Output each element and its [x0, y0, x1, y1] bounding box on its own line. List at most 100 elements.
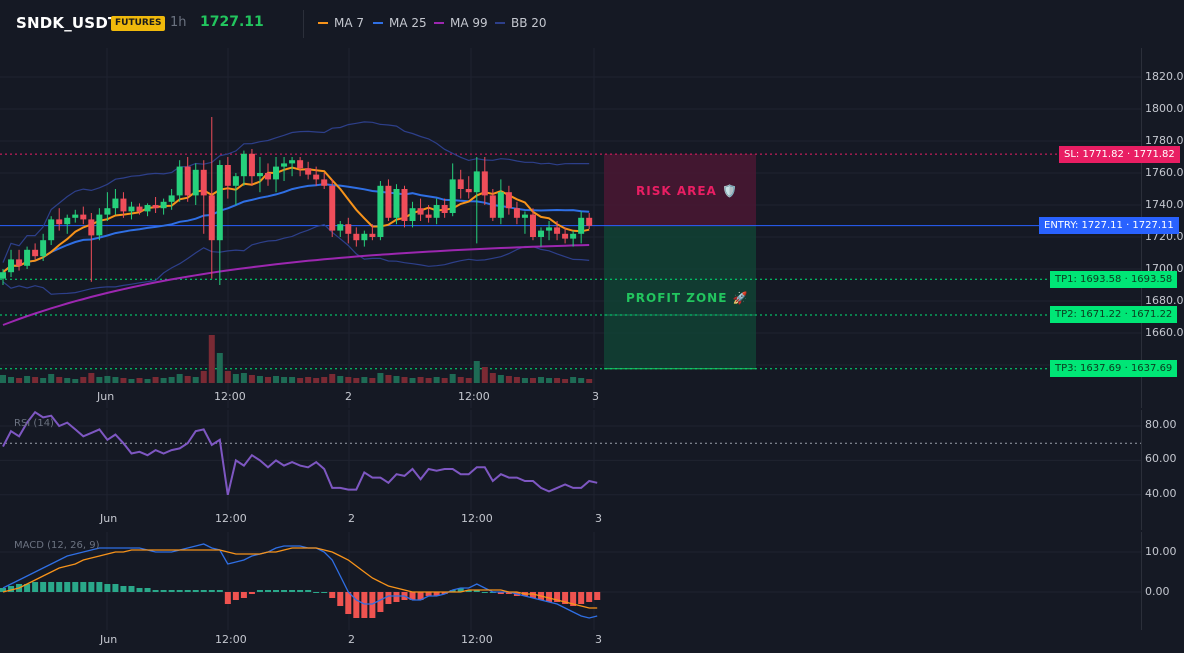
volume-bar: [56, 377, 63, 383]
macd-histogram-bar: [232, 592, 239, 600]
candle-body: [505, 192, 512, 209]
macd-histogram-bar: [505, 592, 512, 594]
macd-histogram-bar: [465, 590, 472, 592]
volume-bar: [160, 378, 167, 383]
timeframe-label[interactable]: 1h: [170, 15, 187, 30]
time-tick: 12:00: [215, 633, 247, 646]
macd-line: [2, 543, 598, 619]
macd-histogram-bar: [40, 582, 47, 592]
macd-histogram-bar: [224, 592, 231, 604]
volume-bar: [570, 377, 577, 383]
legend-ma99[interactable]: MA 99: [434, 16, 488, 30]
volume-bar: [337, 376, 344, 383]
volume-bar: [305, 377, 312, 383]
candle-body: [24, 249, 31, 266]
macd-histogram-bar: [0, 588, 6, 592]
time-tick: 2: [348, 512, 355, 525]
candle-body: [216, 165, 223, 241]
candle-body: [32, 249, 39, 257]
candle-body: [96, 214, 103, 236]
legend-ma7[interactable]: MA 7: [318, 16, 364, 30]
macd-histogram-bar: [281, 590, 288, 592]
entry-tag[interactable]: ENTRY: 1727.11 · 1727.11: [1039, 217, 1179, 234]
candle-body: [240, 153, 247, 177]
rsi-chart[interactable]: [0, 410, 1141, 510]
candle-body: [353, 233, 360, 241]
volume-bar: [96, 377, 103, 383]
volume-bar: [377, 373, 384, 383]
candle-body: [176, 166, 183, 196]
volume-bar: [248, 375, 255, 383]
candle-body: [457, 179, 464, 189]
price-chart[interactable]: [0, 48, 1141, 408]
volume-bar: [64, 378, 71, 383]
candle-body: [192, 169, 199, 196]
macd-histogram-bar: [273, 590, 280, 592]
candle-body: [377, 185, 384, 237]
macd-histogram-bar: [192, 590, 199, 592]
volume-bar: [546, 378, 553, 383]
candle-body: [144, 205, 151, 212]
volume-bar: [0, 375, 6, 383]
candle-body: [297, 160, 304, 169]
macd-histogram-bar: [473, 590, 480, 592]
volume-bar: [40, 378, 47, 383]
macd-histogram-bar: [433, 592, 440, 596]
price-tick: 1660.00: [1145, 326, 1184, 339]
candle-body: [64, 217, 71, 225]
tp3-tag[interactable]: TP3: 1637.69 · 1637.69: [1050, 360, 1178, 377]
macd-axis[interactable]: [1141, 532, 1184, 630]
macd-histogram-bar: [305, 590, 312, 592]
macd-histogram-bar: [160, 590, 167, 592]
price-tick: 1780.00: [1145, 134, 1184, 147]
candle-body: [48, 219, 55, 241]
symbol-name[interactable]: SNDK_USDT: [16, 14, 119, 32]
macd-histogram-bar: [112, 584, 119, 592]
macd-histogram-bar: [361, 592, 368, 618]
macd-histogram-bar: [168, 590, 175, 592]
candle-body: [200, 169, 207, 196]
bollinger-lower: [2, 223, 590, 295]
macd-histogram-bar: [481, 592, 488, 593]
tp2-tag[interactable]: TP2: 1671.22 · 1671.22: [1050, 306, 1178, 323]
macd-histogram-bar: [337, 592, 344, 606]
macd-histogram-bar: [152, 590, 159, 592]
candle-body: [586, 217, 593, 226]
macd-histogram-bar: [377, 592, 384, 612]
macd-chart[interactable]: [0, 532, 1141, 630]
stop-loss-tag[interactable]: SL: 1771.82 · 1771.82: [1059, 146, 1180, 163]
macd-histogram-bar: [176, 590, 183, 592]
macd-histogram-bar: [594, 592, 601, 600]
macd-histogram-bar: [208, 590, 215, 592]
volume-bar: [393, 376, 400, 383]
candle-body: [232, 176, 239, 186]
legend-ma99-label: MA 99: [450, 16, 488, 30]
macd-histogram-bar: [136, 588, 143, 592]
volume-bar: [329, 374, 336, 383]
candle-body: [120, 198, 127, 212]
volume-bar: [441, 378, 448, 383]
volume-bar: [184, 376, 191, 383]
volume-bar: [481, 367, 488, 383]
candle-body: [136, 206, 143, 212]
tp1-tag[interactable]: TP1: 1693.58 · 1693.58: [1050, 271, 1178, 288]
macd-histogram-bar: [72, 582, 79, 592]
rsi-axis[interactable]: [1141, 410, 1184, 530]
volume-bar: [152, 377, 159, 383]
time-tick: Jun: [100, 512, 118, 525]
candle-body: [473, 171, 480, 193]
macd-histogram-bar: [48, 582, 55, 592]
candle-body: [385, 185, 392, 218]
time-tick: 12:00: [458, 390, 490, 403]
macd-histogram-bar: [554, 592, 561, 602]
legend-ma25-swatch: [373, 22, 383, 24]
candle-body: [289, 160, 296, 164]
legend-bb20[interactable]: BB 20: [495, 16, 547, 30]
volume-bar: [433, 377, 440, 383]
macd-histogram-bar: [297, 590, 304, 592]
candle-body: [168, 195, 175, 202]
time-tick: 12:00: [461, 633, 493, 646]
volume-bar: [136, 378, 143, 383]
legend-ma25[interactable]: MA 25: [373, 16, 427, 30]
macd-histogram-bar: [56, 582, 63, 592]
